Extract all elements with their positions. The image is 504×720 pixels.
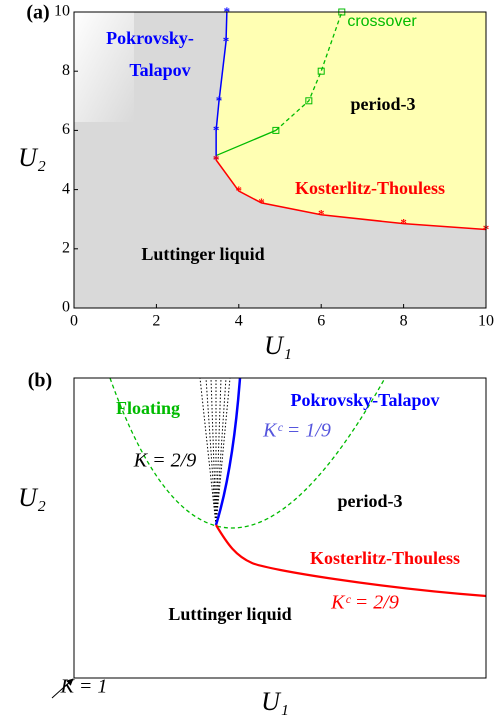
annotation: period-3 bbox=[351, 94, 416, 114]
plot-frame bbox=[73, 377, 487, 679]
x-tick-label: 4 bbox=[235, 313, 243, 330]
fan-line bbox=[215, 378, 222, 526]
series-line bbox=[215, 159, 487, 231]
marker: * bbox=[213, 152, 220, 167]
y-tick-label: 10 bbox=[54, 3, 70, 20]
marker: * bbox=[223, 34, 230, 49]
annotation: Talapov bbox=[129, 60, 190, 80]
kt-line bbox=[215, 524, 486, 598]
annotation: period-3 bbox=[338, 491, 403, 511]
marker bbox=[317, 67, 325, 75]
series-line bbox=[275, 12, 343, 131]
panel-label: (b) bbox=[28, 370, 52, 392]
marker: * bbox=[216, 93, 223, 108]
y-tick-label: 6 bbox=[62, 121, 70, 138]
period3-region bbox=[216, 12, 486, 230]
marker: * bbox=[400, 216, 407, 231]
annotation: Floating bbox=[116, 398, 180, 418]
annotation: Kosterlitz-Thouless bbox=[310, 548, 460, 568]
x-tick-label: 8 bbox=[400, 313, 408, 330]
y-tick-label: 4 bbox=[62, 180, 70, 197]
x-tick-label: 10 bbox=[478, 313, 494, 330]
k1-arrow bbox=[51, 678, 74, 699]
marker: * bbox=[236, 183, 243, 198]
fan-line bbox=[199, 378, 217, 526]
x-tick-label: 0 bbox=[70, 313, 78, 330]
annotation: Kᶜ = 2/9 bbox=[330, 592, 399, 614]
marker bbox=[272, 126, 280, 134]
corner-shade bbox=[74, 12, 134, 122]
annotation: Kosterlitz-Thouless bbox=[295, 178, 445, 198]
fan-line bbox=[210, 378, 217, 526]
series-line bbox=[215, 11, 228, 160]
x-axis-label: U₁ bbox=[264, 331, 292, 360]
x-tick-label: 2 bbox=[152, 313, 160, 330]
annotation: Pokrovsky-Talapov bbox=[290, 390, 439, 410]
plot-frame bbox=[73, 11, 487, 309]
panel-label: (a) bbox=[26, 2, 49, 24]
annotation: K = 1 bbox=[60, 676, 108, 698]
fan-line bbox=[215, 378, 227, 526]
annotation: Pokrovsky- bbox=[106, 28, 194, 48]
marker: * bbox=[318, 207, 325, 222]
y-tick-label: 8 bbox=[62, 62, 70, 79]
marker: * bbox=[213, 122, 220, 137]
marker bbox=[305, 97, 313, 105]
marker: * bbox=[224, 4, 231, 19]
plot-area bbox=[109, 378, 486, 598]
annotation: crossover bbox=[347, 13, 417, 30]
plot-area bbox=[74, 12, 486, 308]
y-tick-label: 2 bbox=[62, 239, 70, 256]
series-line-solid bbox=[215, 129, 277, 157]
floating-boundary bbox=[109, 378, 386, 529]
annotation: Luttinger liquid bbox=[168, 604, 291, 624]
fan-line bbox=[205, 378, 217, 526]
annotation: Kᶜ = 1/9 bbox=[262, 420, 331, 442]
annotation: K = 2/9 bbox=[133, 450, 196, 472]
y-axis-label: U₂ bbox=[18, 483, 46, 512]
y-axis-label: U₂ bbox=[18, 143, 46, 172]
annotation: Luttinger liquid bbox=[141, 244, 264, 264]
y-tick-label: 0 bbox=[62, 299, 70, 316]
x-tick-label: 6 bbox=[317, 313, 325, 330]
marker: * bbox=[258, 195, 265, 210]
fan-line bbox=[215, 378, 231, 526]
marker: * bbox=[213, 152, 220, 167]
pt-line bbox=[214, 378, 242, 526]
x-axis-label: U₁ bbox=[261, 687, 289, 716]
